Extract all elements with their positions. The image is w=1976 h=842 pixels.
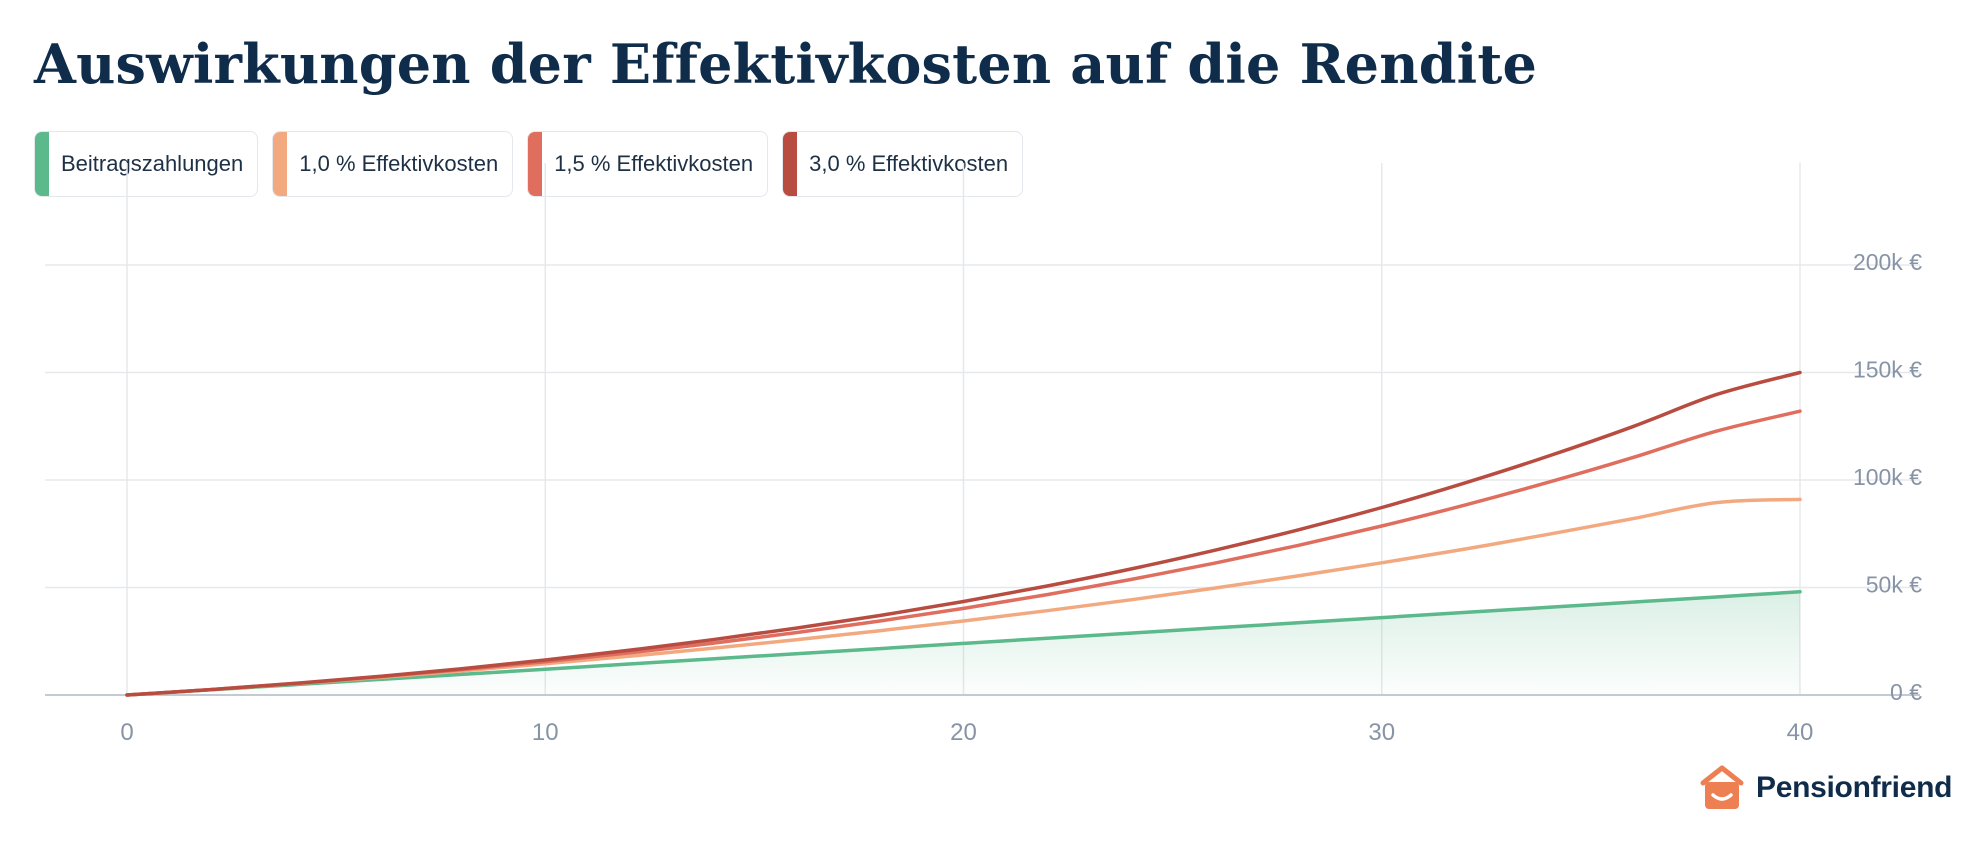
y-tick-label: 150k € [1853, 357, 1922, 383]
legend-label: 1,0 % Effektivkosten [299, 151, 499, 176]
series-line-beitragszahlungen [125, 590, 1802, 697]
series-line-3-0-effektivkosten [125, 370, 1802, 697]
legend-item-beitragszahlungen[interactable]: Beitragszahlungen [34, 131, 259, 197]
legend-swatch [528, 132, 543, 196]
y-tick-label: 100k € [1853, 464, 1922, 490]
x-tick-label: 30 [1368, 719, 1395, 746]
legend-item-1-5-effektivkosten[interactable]: 1,5 % Effektivkosten [527, 131, 769, 197]
house-smile-icon [1700, 765, 1744, 809]
brand-name: Pensionfriend [1756, 771, 1953, 804]
x-tick-label: 20 [950, 719, 977, 746]
y-tick-label: 0 € [1890, 679, 1922, 705]
x-tick-label: 40 [1787, 719, 1814, 746]
legend-item-3-0-effektivkosten[interactable]: 3,0 % Effektivkosten [782, 131, 1024, 197]
chart-title: Auswirkungen der Effektivkosten auf die … [34, 32, 1538, 96]
legend-item-1-0-effektivkosten[interactable]: 1,0 % Effektivkosten [272, 131, 514, 197]
y-tick-label: 200k € [1853, 249, 1922, 275]
legend-swatch [35, 132, 49, 196]
x-tick-label: 0 [120, 719, 133, 746]
x-tick-label: 10 [532, 719, 559, 746]
legend-label: Beitragszahlungen [61, 151, 244, 176]
brand-logo: Pensionfriend [1700, 765, 1952, 811]
y-tick-label: 50k € [1866, 572, 1922, 598]
legend-label: 1,5 % Effektivkosten [554, 151, 754, 176]
legend-label: 3,0 % Effektivkosten [809, 151, 1009, 176]
legend-swatch [273, 132, 288, 196]
chart-legend: Beitragszahlungen 1,0 % Effektivkosten 1… [34, 131, 1024, 197]
legend-swatch [783, 132, 798, 196]
